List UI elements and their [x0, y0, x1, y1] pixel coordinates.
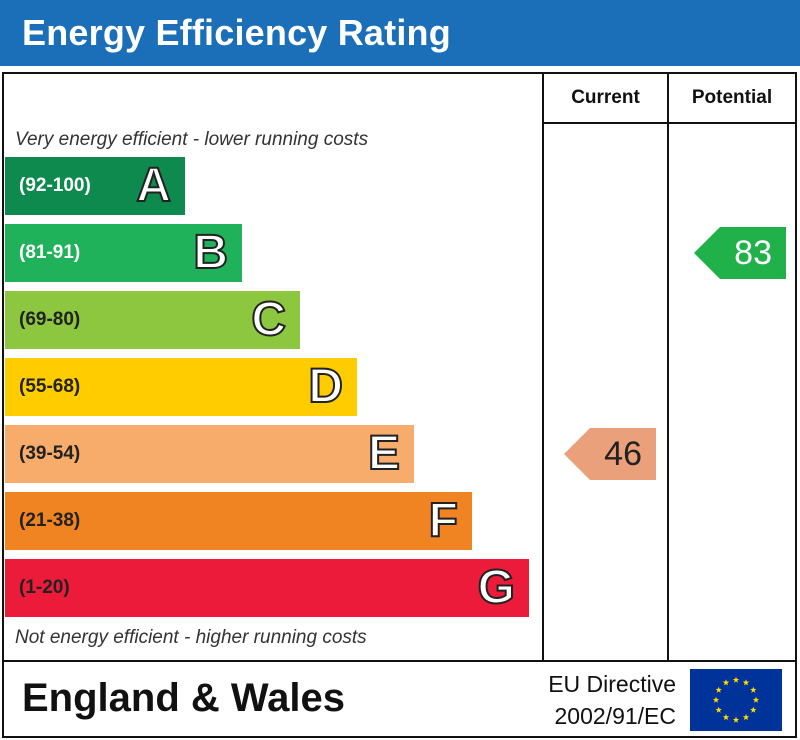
current-rating-value: 46 [604, 435, 642, 473]
column-header-current: Current [571, 87, 640, 108]
eu-star-icon [722, 679, 730, 686]
band-e: (39-54) E [5, 425, 414, 483]
band-range-label: (1-20) [19, 577, 70, 598]
potential-arrow-shape [694, 227, 786, 279]
band-range-label: (81-91) [19, 242, 81, 263]
divider-potential [667, 72, 669, 662]
eu-star-icon [715, 706, 722, 713]
divider-current [542, 72, 544, 662]
band-letter: C [250, 292, 287, 347]
eu-star-icon [712, 696, 720, 703]
page-title: Energy Efficiency Rating [22, 12, 451, 53]
caption-bottom: Not energy efficient - higher running co… [15, 627, 367, 648]
header-bar: Energy Efficiency Rating [0, 0, 800, 66]
band-c: (69-80) C [5, 291, 300, 349]
eu-star-icon [752, 696, 760, 703]
eu-directive: EU Directive 2002/91/EC [512, 668, 676, 732]
current-arrow-shape [564, 428, 656, 480]
caption-top: Very energy efficient - lower running co… [15, 129, 369, 150]
potential-rating-arrow: 83 [694, 227, 786, 279]
band-letter: E [367, 426, 401, 481]
eu-star-icon [750, 686, 757, 693]
eu-star-icon [732, 676, 740, 683]
band-letter: F [428, 493, 459, 548]
eu-star-icon [750, 706, 757, 713]
band-range-label: (69-80) [19, 309, 81, 330]
region-label: England & Wales [22, 676, 346, 720]
header-row-divider [542, 122, 797, 124]
potential-rating-value: 83 [734, 234, 772, 272]
rating-frame [2, 72, 797, 738]
band-range-label: (92-100) [19, 175, 91, 196]
band-b: (81-91) B [5, 224, 242, 282]
band-g: (1-20) G [5, 559, 529, 617]
band-letter: D [307, 359, 344, 414]
band-d: (55-68) D [5, 358, 357, 416]
band-letter: A [135, 158, 172, 213]
band-range-label: (39-54) [19, 443, 81, 464]
current-rating-arrow: 46 [564, 428, 656, 480]
eu-directive-line2: 2002/91/EC [554, 703, 676, 729]
eu-directive-line1: EU Directive [548, 671, 676, 697]
band-letter: G [477, 560, 516, 615]
band-a: (92-100) A [5, 157, 185, 215]
column-header-potential: Potential [691, 87, 773, 108]
eu-star-icon [742, 679, 750, 686]
footer-divider [2, 660, 797, 662]
band-range-label: (55-68) [19, 376, 81, 397]
eu-flag-icon [690, 669, 782, 731]
eu-star-icon [722, 713, 730, 721]
eu-star-icon [742, 713, 750, 721]
eu-star-icon [732, 716, 740, 723]
eu-star-icon [715, 686, 722, 693]
band-letter: B [192, 225, 229, 280]
band-range-label: (21-38) [19, 510, 81, 531]
band-f: (21-38) F [5, 492, 472, 550]
